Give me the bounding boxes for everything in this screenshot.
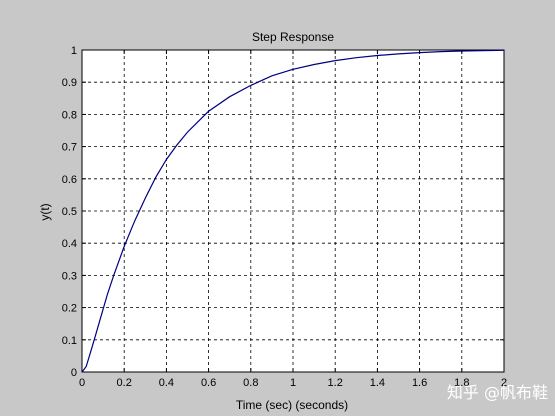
x-tick-label: 0.6 xyxy=(201,377,216,389)
x-tick-label: 1.6 xyxy=(412,377,427,389)
x-tick-label: 2 xyxy=(501,377,507,389)
y-tick-label: 0 xyxy=(71,367,77,379)
y-axis-label: y(t) xyxy=(38,203,52,220)
y-tick-label: 0.2 xyxy=(62,303,77,315)
y-tick-label: 0.4 xyxy=(62,238,77,250)
watermark: 知乎 @帆布鞋 xyxy=(447,383,548,402)
y-tick-label: 0.3 xyxy=(62,270,77,282)
grid-lines xyxy=(82,50,504,372)
x-tick-label: 1.2 xyxy=(328,377,343,389)
x-tick-label: 0.8 xyxy=(243,377,258,389)
x-tick-label: 0.2 xyxy=(117,377,132,389)
x-tick-label: 1 xyxy=(290,377,296,389)
chart-title: Step Response xyxy=(252,30,334,44)
y-tick-label: 0.6 xyxy=(62,174,77,186)
y-tick-label: 0.9 xyxy=(62,77,77,89)
y-tick-labels: 0 0.1 0.2 0.3 0.4 0.5 0.6 0.7 0.8 0.9 1 xyxy=(62,45,77,379)
series-group xyxy=(81,49,505,373)
y-tick-label: 0.7 xyxy=(62,142,77,154)
x-tick-label: 0 xyxy=(79,377,85,389)
y-tick-label: 1 xyxy=(71,45,77,57)
x-tick-label: 1.4 xyxy=(370,377,385,389)
x-tick-label: 1.8 xyxy=(454,377,469,389)
step-response-line xyxy=(81,49,505,373)
y-tick-label: 0.8 xyxy=(62,109,77,121)
x-tick-labels: 0 0.2 0.4 0.6 0.8 1 1.2 1.4 1.6 1.8 2 xyxy=(79,377,507,389)
y-tick-label: 0.5 xyxy=(62,206,77,218)
x-axis-label: Time (sec) (seconds) xyxy=(236,398,348,412)
x-tick-label: 0.4 xyxy=(159,377,174,389)
y-tick-label: 0.1 xyxy=(62,335,77,347)
